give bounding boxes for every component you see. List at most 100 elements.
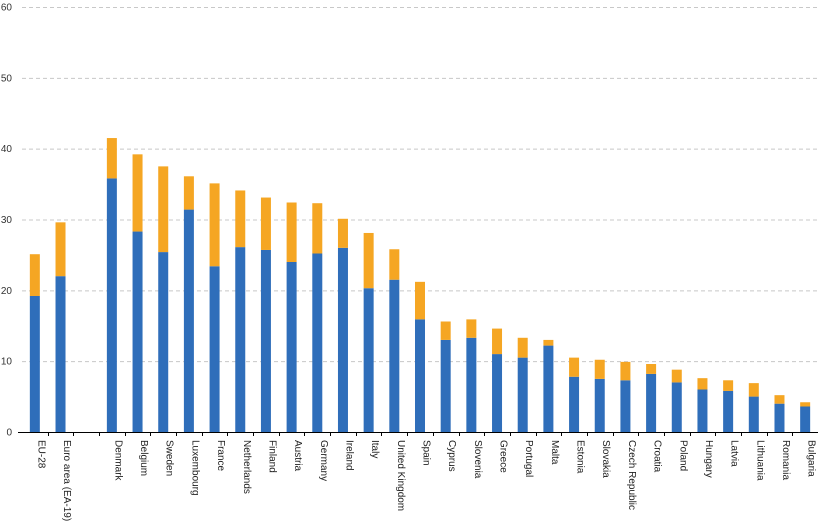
bar-denmark-lower xyxy=(106,178,117,432)
bar-latvia-lower xyxy=(723,390,734,432)
bar-sweden-upper xyxy=(158,166,169,253)
bar-austria-upper xyxy=(286,202,297,262)
bar-spain-upper xyxy=(415,281,425,320)
bar-belgium-upper xyxy=(132,154,143,232)
x-tick-label-belgium: Belgium xyxy=(138,440,149,476)
axes xyxy=(18,432,818,436)
x-tick-label-sweden: Sweden xyxy=(164,440,175,476)
bar-romania-lower xyxy=(774,403,785,432)
x-tick-label-portugal: Portugal xyxy=(523,440,534,477)
bar-poland-lower xyxy=(671,382,682,432)
bar-lithuania-lower xyxy=(748,396,759,432)
bar-estonia-upper xyxy=(569,357,580,377)
x-tick-label-poland: Poland xyxy=(677,440,688,471)
x-tick-label-estonia: Estonia xyxy=(575,440,586,474)
bar-bulgaria-upper xyxy=(800,402,811,407)
bar-denmark-upper xyxy=(106,138,117,179)
bar-cyprus-upper xyxy=(440,321,451,340)
bar-estonia-lower xyxy=(569,376,580,432)
y-tick-label-20: 20 xyxy=(1,286,13,297)
y-tick-label-60: 60 xyxy=(1,3,13,14)
bar-germany-lower xyxy=(312,253,323,432)
x-tick-label-finland: Finland xyxy=(266,440,277,473)
bar-finland-upper xyxy=(260,197,271,250)
bar-bulgaria-lower xyxy=(800,406,811,432)
bars xyxy=(29,138,811,432)
bar-croatia-upper xyxy=(646,364,657,374)
x-tick-label-netherlands: Netherlands xyxy=(241,440,252,494)
bar-germany-upper xyxy=(312,203,323,254)
x-tick-label-italy: Italy xyxy=(369,440,380,458)
bar-belgium-lower xyxy=(132,231,143,432)
bar-czech-republic-lower xyxy=(620,380,631,432)
y-tick-label-50: 50 xyxy=(1,73,13,84)
bar-netherlands-upper xyxy=(235,190,246,248)
x-tick-label-germany: Germany xyxy=(318,440,329,481)
bar-eu-28-upper xyxy=(29,254,40,296)
x-tick-label-bulgaria: Bulgaria xyxy=(806,440,817,477)
x-tick-label-croatia: Croatia xyxy=(652,440,663,473)
bar-ireland-upper xyxy=(337,218,348,248)
bar-united-kingdom-upper xyxy=(389,249,400,280)
x-tick-label-luxembourg: Luxembourg xyxy=(189,440,200,496)
bar-croatia-lower xyxy=(646,373,657,432)
bar-france-upper xyxy=(209,183,220,267)
bar-greece-upper xyxy=(492,328,503,355)
bar-greece-lower xyxy=(492,354,503,432)
bar-spain-lower xyxy=(415,319,425,432)
bar-slovenia-lower xyxy=(466,337,477,432)
bar-lithuania-upper xyxy=(748,383,759,397)
y-tick-label-10: 10 xyxy=(1,357,13,368)
bar-poland-upper xyxy=(671,369,682,383)
bar-slovakia-lower xyxy=(594,378,605,432)
bar-italy-lower xyxy=(363,288,374,432)
bar-latvia-upper xyxy=(723,380,734,391)
bar-slovenia-upper xyxy=(466,319,477,338)
y-tick-label-40: 40 xyxy=(1,144,13,155)
x-tick-label-romania: Romania xyxy=(780,440,791,480)
bar-hungary-upper xyxy=(697,378,708,390)
y-tick-label-0: 0 xyxy=(6,428,12,439)
x-tick-label-malta: Malta xyxy=(549,440,560,465)
bar-finland-lower xyxy=(260,249,271,432)
bar-slovakia-upper xyxy=(594,359,605,379)
bar-romania-upper xyxy=(774,395,785,404)
bar-luxembourg-lower xyxy=(183,209,194,432)
x-tick-label-ireland: Ireland xyxy=(343,440,354,471)
bar-austria-lower xyxy=(286,262,297,432)
bar-united-kingdom-lower xyxy=(389,279,400,432)
x-tick-label-latvia: Latvia xyxy=(729,440,740,467)
x-tick-labels: EU-28 Euro area (EA-19) Denmark Belgium Swed… xyxy=(35,440,816,521)
bar-hungary-lower xyxy=(697,389,708,432)
x-tick-label-slovakia: Slovakia xyxy=(600,440,611,478)
bar-luxembourg-upper xyxy=(183,176,194,210)
x-tick-label-lithuania: Lithuania xyxy=(754,440,765,481)
bar-euro-area-ea-19--lower xyxy=(55,276,66,432)
x-tick-label-euro-area-ea-19-: Euro area (EA-19) xyxy=(61,440,72,521)
x-tick-label-france: France xyxy=(215,440,226,472)
bar-ireland-lower xyxy=(337,247,348,432)
bar-france-lower xyxy=(209,266,220,432)
x-tick-label-denmark: Denmark xyxy=(112,440,123,482)
bar-portugal-upper xyxy=(517,337,528,358)
x-tick-label-cyprus: Cyprus xyxy=(446,440,457,472)
bar-sweden-lower xyxy=(158,252,169,432)
bar-netherlands-lower xyxy=(235,247,246,432)
x-tick-label-austria: Austria xyxy=(292,440,303,472)
bar-malta-upper xyxy=(543,339,554,346)
y-tick-labels: 0 10 20 30 40 50 60 xyxy=(1,3,13,439)
x-tick-label-slovenia: Slovenia xyxy=(472,440,483,479)
bar-eu-28-lower xyxy=(29,296,40,432)
bar-portugal-lower xyxy=(517,357,528,432)
x-tick-label-eu-28: EU-28 xyxy=(35,440,46,469)
bar-czech-republic-upper xyxy=(620,361,631,381)
x-tick-label-spain: Spain xyxy=(421,440,432,466)
x-tick-label-greece: Greece xyxy=(498,440,509,473)
x-tick-label-hungary: Hungary xyxy=(703,440,714,478)
bar-euro-area-ea-19--upper xyxy=(55,222,66,277)
bar-italy-upper xyxy=(363,232,374,289)
bar-malta-lower xyxy=(543,345,554,432)
x-tick-label-united-kingdom: United Kingdom xyxy=(395,440,406,511)
bar-cyprus-lower xyxy=(440,339,451,432)
